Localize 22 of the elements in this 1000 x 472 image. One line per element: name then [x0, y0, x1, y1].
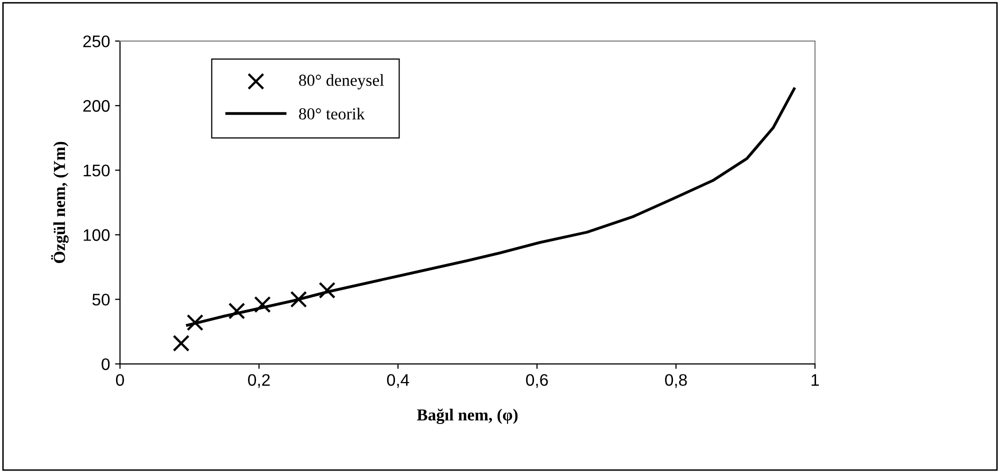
point	[186, 314, 204, 331]
point	[318, 282, 336, 299]
y-tick-label: 150	[84, 164, 110, 176]
x-axis-title: Bağıl nem, (φ)	[416, 408, 518, 424]
point	[254, 296, 271, 313]
y-tick-label: 100	[84, 229, 110, 241]
x-tick-label: 0,8	[665, 374, 687, 388]
x-tick-label: 0,6	[526, 374, 548, 388]
x-tick-label: 0	[116, 374, 124, 386]
point	[290, 290, 308, 308]
y-tick-label: 0	[102, 358, 110, 370]
x-tick-label: 0,2	[248, 374, 270, 388]
y-tick-label: 250	[83, 35, 110, 48]
legend-label: 80° teorik	[299, 108, 365, 120]
y-tick-label: 50	[92, 294, 110, 306]
x-tick-label: 0,4	[387, 374, 410, 388]
legend-label: 80° deneysel	[299, 74, 384, 90]
y-axis-title: Özgül nem, (Ym)	[51, 142, 69, 264]
x-tick-label: 1	[812, 374, 819, 386]
point	[228, 302, 246, 320]
y-tick-label: 200	[83, 100, 110, 112]
point	[172, 334, 190, 352]
